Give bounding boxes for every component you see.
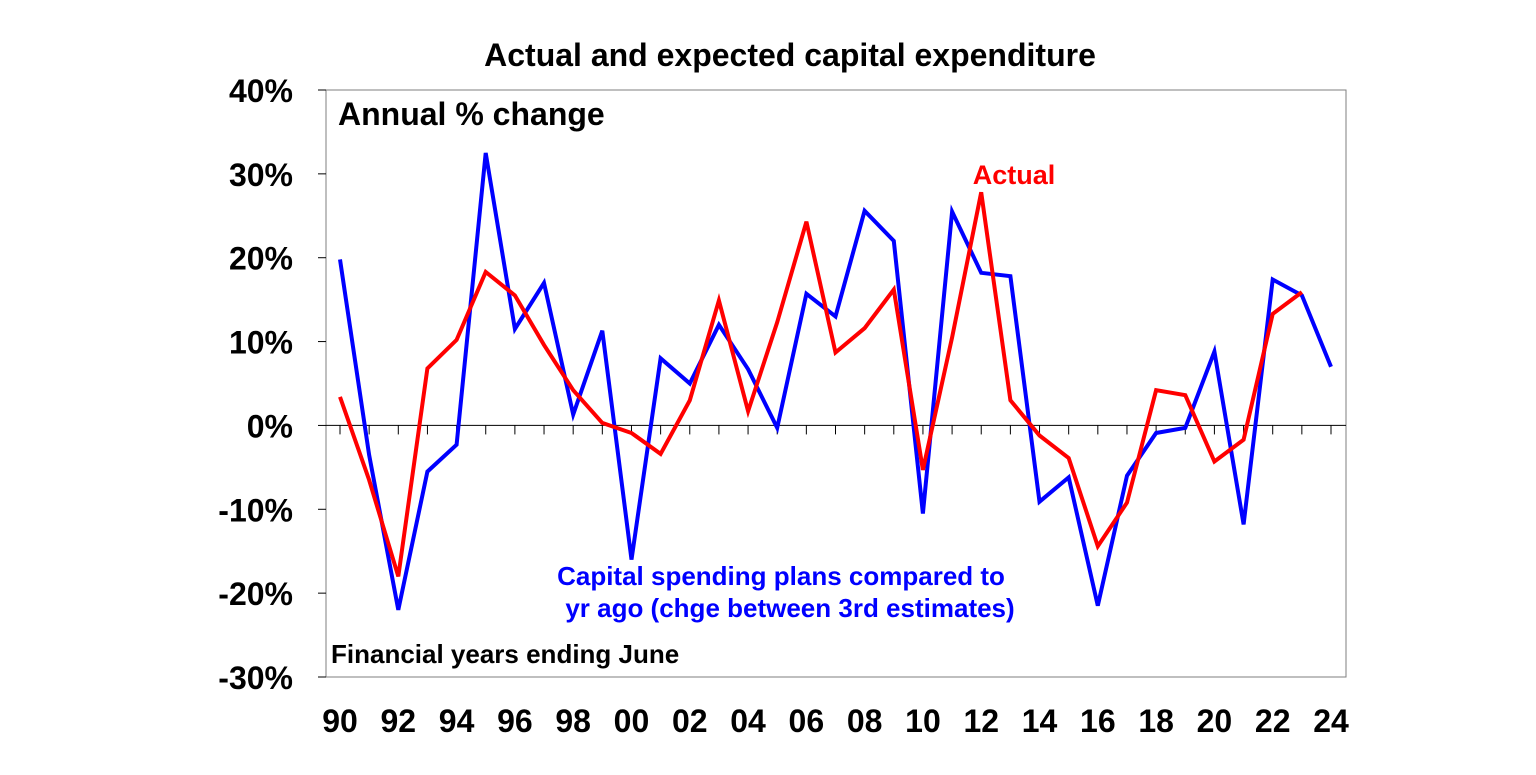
x-tick-label: 14	[1022, 703, 1058, 739]
y-tick-label: -30%	[218, 660, 293, 696]
x-tick-label: 18	[1138, 703, 1174, 739]
plot-area	[325, 89, 1347, 678]
x-tick-label: 98	[555, 703, 591, 739]
x-tick-label: 92	[380, 703, 416, 739]
x-tick-label: 24	[1313, 703, 1349, 739]
x-tick-label: 02	[672, 703, 708, 739]
series-layer	[338, 152, 1333, 611]
x-tick-label: 08	[847, 703, 883, 739]
y-tick-label: -10%	[218, 492, 293, 528]
x-tick-label: 06	[789, 703, 825, 739]
plans-label-line1: Capital spending plans compared to	[557, 561, 1005, 591]
y-axis: 40% 30% 20% 10% 0% -10% -20% -30%	[218, 73, 326, 696]
x-note: Financial years ending June	[331, 639, 679, 669]
x-tick-label: 00	[614, 703, 650, 739]
x-axis: 90 92 94 96 98 00 02 04 06 08 10 12 14 16 18 20 22 24	[322, 425, 1349, 739]
y-tick-label: -20%	[218, 576, 293, 612]
y-tick-label: 0%	[247, 408, 293, 444]
series-line-actual	[338, 191, 1304, 577]
x-tick-label: 96	[497, 703, 533, 739]
x-tick-label: 10	[905, 703, 941, 739]
y-tick-label: 40%	[229, 73, 293, 109]
x-tick-label: 94	[439, 703, 475, 739]
y-tick-label: 20%	[229, 241, 293, 277]
plans-label-line2: yr ago (chge between 3rd estimates)	[565, 593, 1014, 623]
y-tick-label: 30%	[229, 157, 293, 193]
x-tick-label: 90	[322, 703, 358, 739]
y-tick-label: 10%	[229, 325, 293, 361]
x-tick-label: 12	[963, 703, 999, 739]
x-tick-label: 16	[1080, 703, 1116, 739]
x-tick-label: 04	[730, 703, 766, 739]
actual-label: Actual	[973, 160, 1056, 190]
chart-title: Actual and expected capital expenditure	[484, 37, 1096, 73]
series-line-plans	[338, 152, 1333, 611]
x-tick-label: 22	[1255, 703, 1291, 739]
x-tick-label: 20	[1197, 703, 1233, 739]
unit-label: Annual % change	[338, 96, 605, 132]
